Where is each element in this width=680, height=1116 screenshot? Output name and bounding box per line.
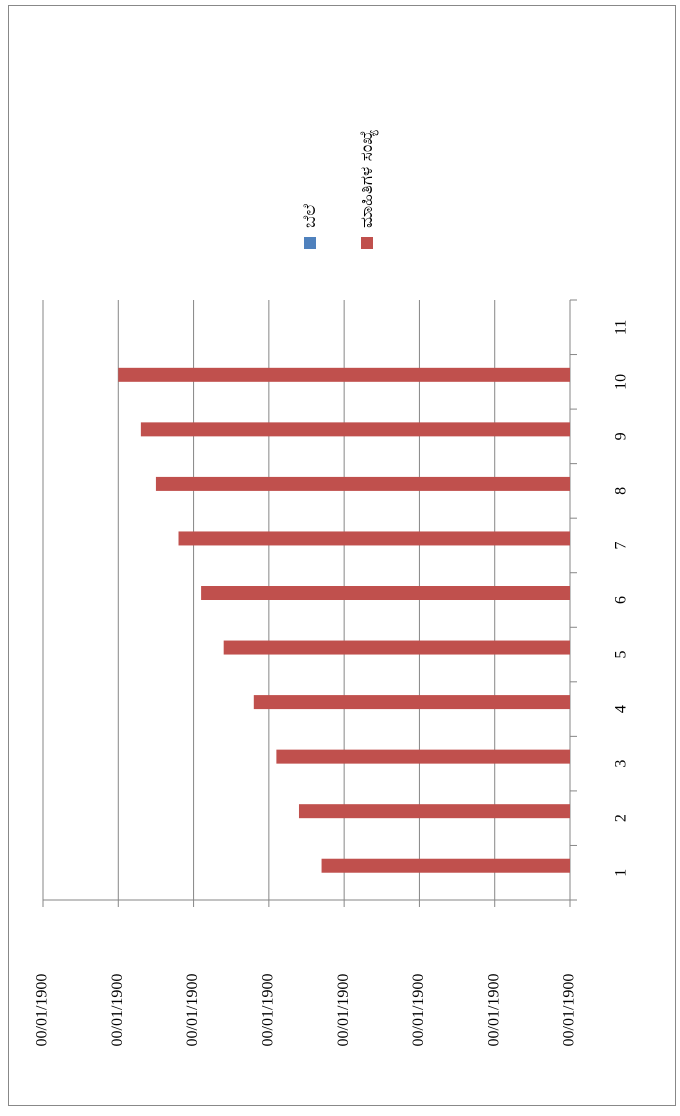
x-tick-label: 4	[613, 705, 630, 713]
bar	[321, 858, 570, 873]
bar	[155, 476, 570, 491]
bar	[298, 804, 570, 819]
bar	[178, 531, 570, 546]
chart-border	[8, 5, 676, 1106]
legend-swatch	[304, 237, 316, 249]
x-tick-label: 3	[613, 760, 630, 768]
bar	[118, 367, 571, 382]
y-tick-label: 00/01/1900	[335, 974, 352, 1047]
x-tick-label: 2	[613, 814, 630, 822]
y-tick-label: 00/01/1900	[184, 974, 201, 1047]
y-tick-label: 00/01/1900	[561, 974, 578, 1047]
bar	[223, 640, 570, 655]
bar	[140, 422, 570, 437]
y-tick-label: 00/01/1900	[109, 974, 126, 1047]
x-tick-label: 7	[613, 541, 630, 549]
x-tick-label: 10	[613, 374, 630, 390]
x-tick-label: 1	[613, 869, 630, 877]
x-tick-label: 11	[613, 320, 630, 335]
y-tick-label: 00/01/1900	[260, 974, 277, 1047]
x-tick-label: 9	[613, 432, 630, 440]
y-tick-label: 00/01/1900	[410, 974, 427, 1047]
y-tick-label: 00/01/1900	[34, 974, 51, 1047]
bar	[201, 586, 570, 600]
bar	[276, 749, 570, 764]
x-tick-label: 6	[613, 596, 630, 604]
legend-label: ಮಾಹಿತಿಗಳ ಸಂಖ್ಯೆ	[357, 129, 379, 228]
y-tick-label: 00/01/1900	[485, 974, 502, 1047]
legend-label: ಬೆಲೆ	[300, 204, 320, 228]
x-tick-label: 8	[613, 487, 630, 495]
x-tick-label: 5	[613, 651, 630, 659]
legend-swatch	[361, 237, 373, 249]
bar	[253, 695, 571, 710]
